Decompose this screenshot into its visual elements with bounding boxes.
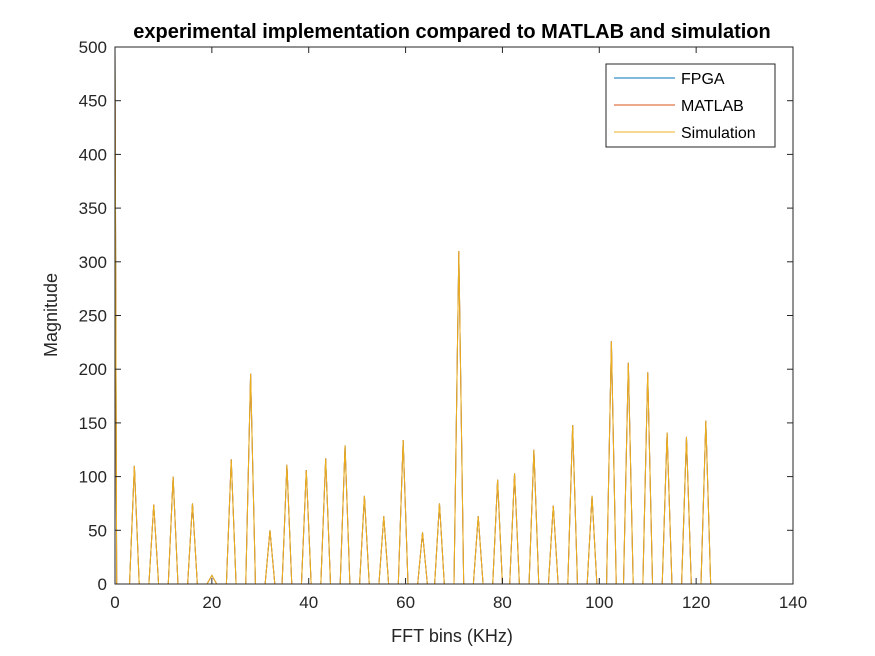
- x-tick-label: 40: [299, 593, 318, 612]
- chart-title: experimental implementation compared to …: [133, 21, 771, 43]
- y-axis-label: Magnitude: [41, 273, 61, 357]
- y-tick-label: 150: [79, 414, 107, 433]
- x-tick-label: 80: [493, 593, 512, 612]
- x-axis: 0 20 40 60 80 100 120 140: [110, 47, 807, 612]
- y-tick-label: 200: [79, 360, 107, 379]
- y-tick-label: 400: [79, 145, 107, 164]
- legend-label-fpga: FPGA: [681, 71, 725, 88]
- y-tick-label: 350: [79, 199, 107, 218]
- y-tick-label: 100: [79, 468, 107, 487]
- x-tick-label: 120: [682, 593, 710, 612]
- x-tick-label: 100: [585, 593, 613, 612]
- y-tick-label: 500: [79, 38, 107, 57]
- legend-label-matlab: MATLAB: [681, 98, 744, 115]
- y-tick-label: 250: [79, 307, 107, 326]
- x-tick-label: 0: [110, 593, 119, 612]
- x-tick-label: 20: [202, 593, 221, 612]
- y-axis: 0 50 100 150 200 250 300 350 400 450 500: [79, 38, 793, 594]
- y-tick-label: 0: [98, 575, 107, 594]
- x-tick-label: 60: [396, 593, 415, 612]
- x-axis-label: FFT bins (KHz): [391, 626, 513, 646]
- y-tick-label: 450: [79, 92, 107, 111]
- legend-label-simulation: Simulation: [681, 125, 756, 142]
- x-tick-label: 140: [779, 593, 807, 612]
- legend: FPGA MATLAB Simulation: [605, 63, 776, 148]
- y-tick-label: 50: [88, 521, 107, 540]
- y-tick-label: 300: [79, 253, 107, 272]
